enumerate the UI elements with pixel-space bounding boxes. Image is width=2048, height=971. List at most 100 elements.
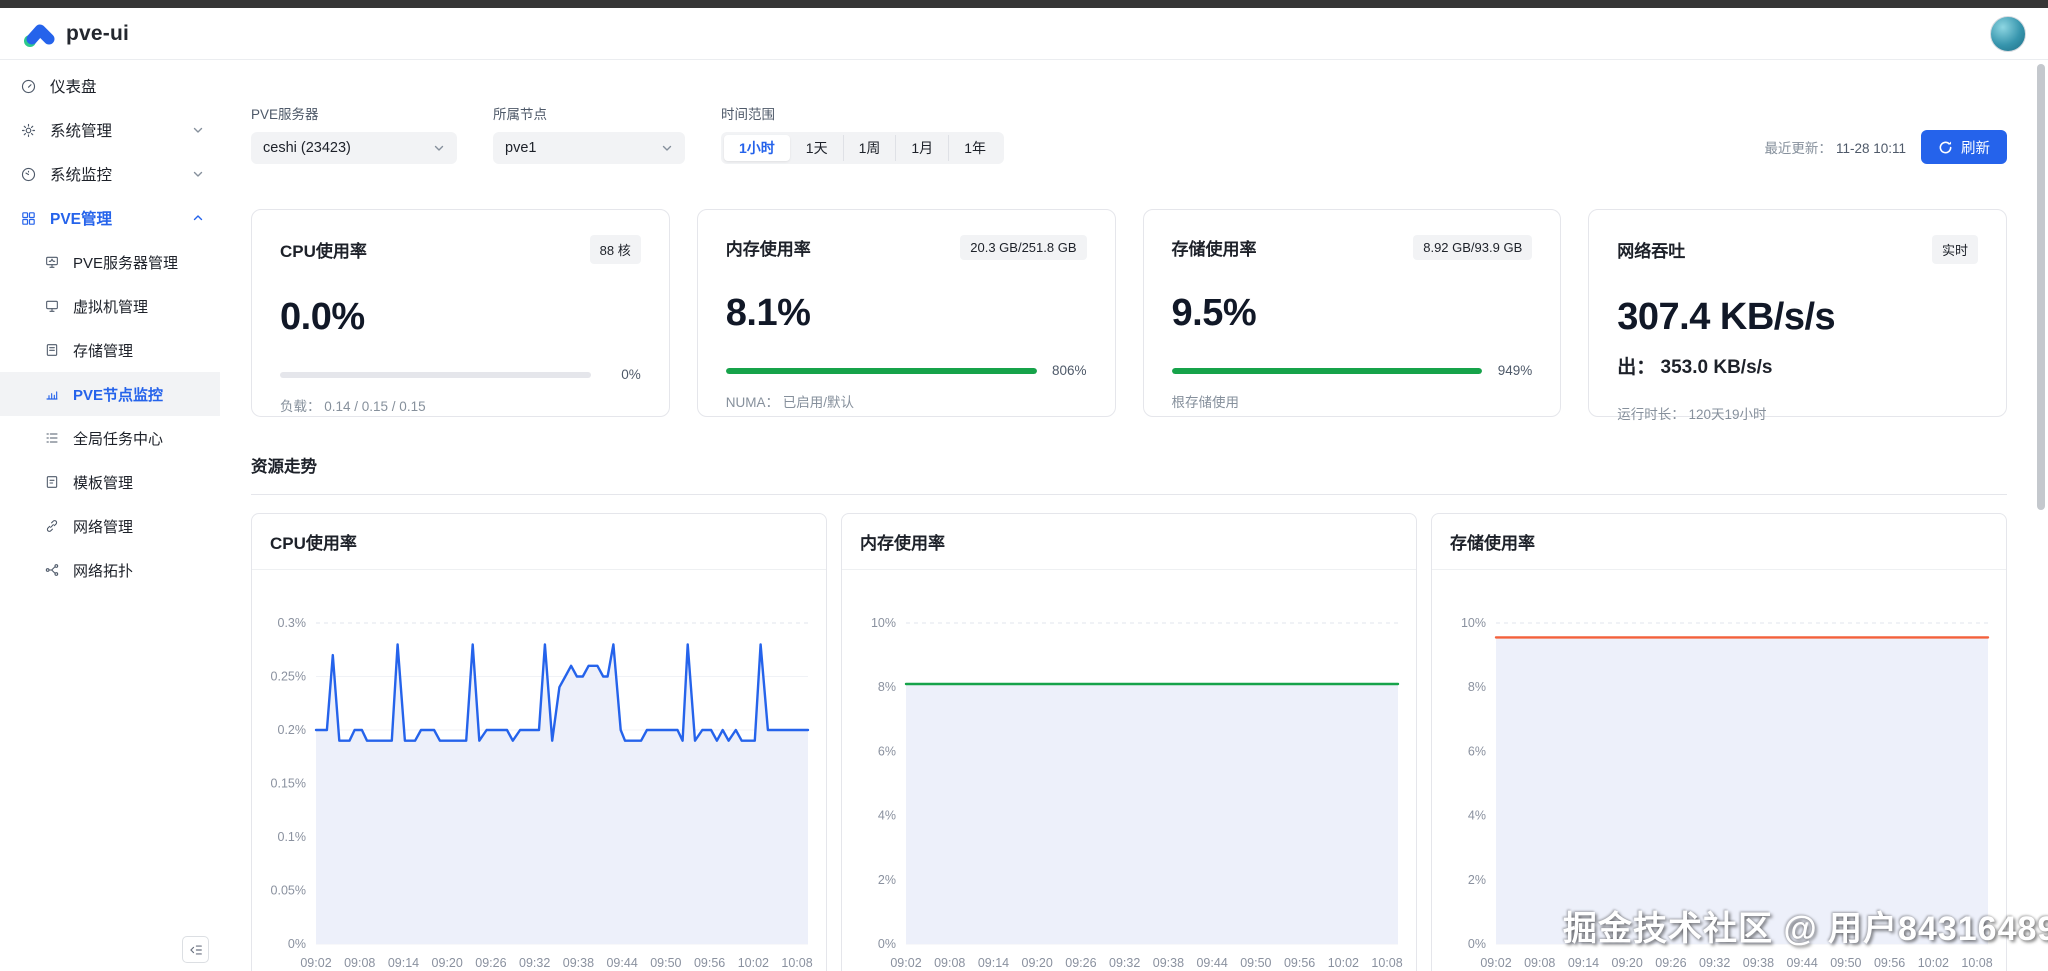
node-select[interactable]: pve1 — [493, 132, 685, 164]
sidebar-item-label: 虚拟机管理 — [73, 298, 149, 316]
link-icon — [44, 518, 60, 534]
sidebar-item-storage-management[interactable]: 存储管理 — [0, 328, 220, 372]
document-icon — [44, 474, 60, 490]
sidebar-item-label: 网络拓扑 — [73, 562, 134, 580]
time-range-option-1月[interactable]: 1月 — [895, 135, 948, 161]
svg-text:09:50: 09:50 — [1830, 956, 1861, 970]
svg-text:09:50: 09:50 — [650, 956, 681, 970]
node-value: pve1 — [505, 140, 537, 156]
svg-text:09:44: 09:44 — [606, 956, 637, 970]
sidebar-item-label: PVE服务器管理 — [73, 254, 179, 272]
dashboard-gauge-icon — [20, 78, 37, 95]
section-title: 资源走势 — [251, 458, 317, 476]
svg-text:0.2%: 0.2% — [278, 723, 307, 737]
svg-text:09:38: 09:38 — [1153, 956, 1184, 970]
svg-text:09:44: 09:44 — [1196, 956, 1227, 970]
last-updated: 最近更新： 11-28 10:11 — [1764, 137, 1906, 157]
stat-card-footer: 根存储使用 — [1171, 395, 1240, 410]
time-range-option-1年[interactable]: 1年 — [948, 135, 1001, 161]
svg-text:0.15%: 0.15% — [271, 777, 306, 791]
sidebar-item-label: 系统监控 — [50, 167, 113, 184]
storage-icon — [44, 342, 60, 358]
user-avatar[interactable] — [1990, 15, 2026, 52]
stat-card-cpu: CPU使用率 88 核 0.0% 0% 负载： 0.14 / 0.15 / 0.… — [251, 209, 670, 417]
sidebar-item-global-task-center[interactable]: 全局任务中心 — [0, 416, 220, 460]
chart-title: CPU使用率 — [252, 514, 826, 570]
chart-card-storage: 存储使用率 0% 2% 4% 6% 8% 10% 09:02 09:08 09:14 09:20 0… — [1431, 513, 2007, 971]
sidebar-item-label: 全局任务中心 — [73, 430, 164, 448]
svg-text:09:32: 09:32 — [1699, 956, 1730, 970]
time-range-option-1周[interactable]: 1周 — [842, 135, 896, 161]
stat-card-title: 存储使用率 — [1171, 240, 1257, 259]
svg-text:09:14: 09:14 — [1568, 956, 1599, 970]
node-label: 所属节点 — [493, 107, 547, 122]
vertical-scrollbar[interactable] — [2037, 64, 2045, 510]
bar-chart-icon — [44, 386, 60, 402]
network-out-value: 出： 353.0 KB/s/s — [1617, 357, 1773, 378]
stat-card-title: CPU使用率 — [280, 242, 367, 261]
svg-text:09:08: 09:08 — [934, 956, 965, 970]
stat-card-value: 9.5% — [1171, 292, 1257, 334]
menu-fold-icon — [189, 944, 202, 955]
main-content: PVE服务器 ceshi (23423) 所属节点 pve1 — [220, 60, 2048, 971]
brand-name: pve-ui — [66, 21, 130, 45]
cpu-usage-chart: 0% 0.05% 0.1% 0.15% 0.2% 0.25% 0.3% 09:02 09:08 0… — [252, 570, 826, 971]
sidebar-item-dashboard[interactable]: 仪表盘 — [0, 64, 220, 108]
chevron-down-icon — [661, 142, 673, 154]
pve-server-value: ceshi (23423) — [263, 140, 351, 156]
sidebar-item-network-topology[interactable]: 网络拓扑 — [0, 548, 220, 592]
pve-server-select[interactable]: ceshi (23423) — [251, 132, 457, 164]
svg-text:10:02: 10:02 — [738, 956, 769, 970]
chevron-down-icon — [433, 142, 445, 154]
sidebar-item-vm-management[interactable]: 虚拟机管理 — [0, 284, 220, 328]
sidebar-item-system-monitoring[interactable]: 系统监控 — [0, 152, 220, 196]
svg-text:09:56: 09:56 — [1874, 956, 1905, 970]
svg-text:10%: 10% — [871, 616, 896, 630]
svg-text:09:14: 09:14 — [978, 956, 1009, 970]
svg-text:09:02: 09:02 — [300, 956, 331, 970]
monitor-icon — [44, 298, 60, 314]
gear-icon — [20, 122, 37, 139]
topology-icon — [44, 562, 60, 578]
sidebar-collapse-button[interactable] — [182, 936, 209, 963]
svg-text:10:08: 10:08 — [1371, 956, 1402, 970]
chart-card-cpu: CPU使用率 0% 0.05% 0.1% 0.15% 0.2% 0.25% 0.3% 09:0… — [251, 513, 827, 971]
svg-text:09:32: 09:32 — [1109, 956, 1140, 970]
svg-text:09:32: 09:32 — [519, 956, 550, 970]
last-updated-label: 最近更新： — [1764, 141, 1832, 156]
time-range-option-1小时[interactable]: 1小时 — [724, 135, 790, 161]
task-list-icon — [44, 430, 60, 446]
stat-cards-row: CPU使用率 88 核 0.0% 0% 负载： 0.14 / 0.15 / 0.… — [251, 209, 2007, 422]
sidebar-item-pve-server-management[interactable]: PVE服务器管理 — [0, 240, 220, 284]
sidebar-item-system-management[interactable]: 系统管理 — [0, 108, 220, 152]
filter-bar: PVE服务器 ceshi (23423) 所属节点 pve1 — [251, 103, 2007, 164]
sidebar-item-label: PVE管理 — [50, 211, 113, 228]
stat-card-network: 网络吞吐 实时 307.4 KB/s/s 出： 353.0 KB/s/s 运行时… — [1588, 209, 2007, 422]
last-updated-value: 11-28 10:11 — [1835, 141, 1906, 156]
sidebar-item-label: 仪表盘 — [50, 79, 97, 96]
server-monitor-icon — [44, 254, 60, 270]
stat-card-memory: 内存使用率 20.3 GB/251.8 GB 8.1% 806% NUMA： 已… — [696, 209, 1116, 417]
sidebar-item-network-management[interactable]: 网络管理 — [0, 504, 220, 548]
svg-text:0.05%: 0.05% — [271, 884, 306, 898]
svg-text:10:08: 10:08 — [781, 956, 812, 970]
stat-card-footer: NUMA： 已启用/默认 — [725, 395, 854, 410]
monitor-gauge-icon — [20, 166, 37, 183]
svg-text:09:50: 09:50 — [1240, 956, 1271, 970]
stat-card-title: 网络吞吐 — [1617, 242, 1686, 261]
svg-text:0.1%: 0.1% — [278, 830, 307, 844]
memory-progress-label: 806% — [1051, 363, 1087, 378]
sidebar: 仪表盘 系统管理 系统监控 PVE管理 — [0, 60, 220, 971]
refresh-button[interactable]: 刷新 — [1921, 130, 2007, 164]
svg-text:4%: 4% — [878, 809, 896, 823]
svg-text:8%: 8% — [1468, 680, 1486, 694]
charts-row: CPU使用率 0% 0.05% 0.1% 0.15% 0.2% 0.25% 0.3% 09:0… — [251, 513, 2007, 971]
time-range-option-1天[interactable]: 1天 — [805, 140, 828, 156]
stat-card-value: 8.1% — [725, 292, 811, 334]
sidebar-item-template-management[interactable]: 模板管理 — [0, 460, 220, 504]
sidebar-item-pve-management[interactable]: PVE管理 — [0, 196, 220, 240]
sidebar-item-label: 系统管理 — [50, 123, 113, 140]
sidebar-item-pve-node-monitoring[interactable]: PVE节点监控 — [0, 372, 220, 416]
svg-text:09:38: 09:38 — [563, 956, 594, 970]
stat-card-title: 内存使用率 — [725, 240, 811, 259]
